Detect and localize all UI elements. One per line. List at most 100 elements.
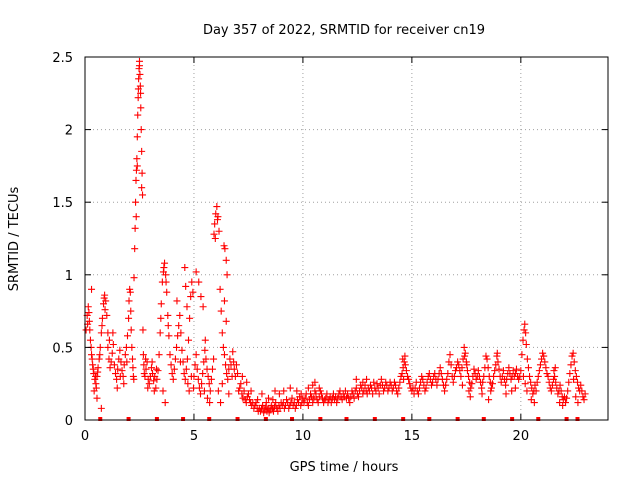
data-point bbox=[167, 361, 175, 369]
data-point bbox=[373, 380, 381, 388]
data-point bbox=[225, 390, 233, 398]
data-point bbox=[110, 361, 118, 369]
data-point bbox=[96, 351, 104, 359]
data-point bbox=[193, 365, 201, 373]
data-point bbox=[334, 394, 342, 402]
baseline-marker bbox=[98, 417, 103, 421]
chart-title: Day 357 of 2022, SRMTID for receiver cn1… bbox=[203, 23, 485, 38]
data-point bbox=[133, 162, 141, 170]
baseline-marker bbox=[126, 417, 131, 421]
baseline-markers bbox=[98, 417, 580, 421]
data-point bbox=[127, 326, 135, 334]
data-point bbox=[359, 378, 367, 386]
data-point bbox=[422, 384, 430, 392]
data-point bbox=[502, 381, 510, 389]
data-point bbox=[414, 390, 422, 398]
data-point bbox=[130, 274, 138, 282]
data-point bbox=[542, 364, 550, 372]
data-point bbox=[184, 380, 192, 388]
data-point bbox=[142, 365, 150, 373]
data-point bbox=[400, 358, 408, 366]
data-point bbox=[433, 381, 441, 389]
data-point bbox=[155, 351, 163, 359]
data-point bbox=[487, 384, 495, 392]
data-point bbox=[493, 349, 501, 357]
data-point bbox=[201, 336, 209, 344]
data-point bbox=[95, 355, 103, 363]
data-point bbox=[168, 370, 176, 378]
data-point bbox=[185, 387, 193, 395]
data-point bbox=[455, 361, 463, 369]
x-tick-label: 5 bbox=[190, 429, 198, 444]
data-point bbox=[527, 396, 535, 404]
data-point bbox=[101, 306, 109, 314]
data-point bbox=[123, 358, 131, 366]
data-point bbox=[400, 375, 408, 383]
data-point bbox=[246, 396, 254, 404]
data-point bbox=[520, 326, 528, 334]
data-point bbox=[494, 358, 502, 366]
data-point bbox=[201, 346, 209, 354]
baseline-marker bbox=[427, 417, 432, 421]
baseline-marker bbox=[207, 417, 212, 421]
data-point bbox=[105, 336, 113, 344]
data-point bbox=[370, 378, 378, 386]
data-point bbox=[562, 399, 570, 407]
data-point bbox=[460, 343, 468, 351]
data-point bbox=[377, 375, 385, 383]
data-point bbox=[563, 394, 571, 402]
data-point bbox=[557, 387, 565, 395]
y-tick-labels: 0 0.5 1 1.5 2 2.5 bbox=[52, 51, 73, 429]
data-point bbox=[346, 399, 354, 407]
y-tick-label: 1.5 bbox=[52, 196, 73, 211]
data-point bbox=[206, 387, 214, 395]
data-point bbox=[461, 352, 469, 360]
data-point bbox=[497, 378, 505, 386]
data-point bbox=[134, 85, 142, 93]
data-point bbox=[467, 384, 475, 392]
data-point bbox=[133, 133, 141, 141]
data-point bbox=[311, 378, 319, 386]
data-point bbox=[499, 367, 507, 375]
data-point bbox=[217, 399, 225, 407]
data-point bbox=[406, 380, 414, 388]
data-point bbox=[450, 372, 458, 380]
data-point bbox=[112, 370, 120, 378]
data-point bbox=[436, 364, 444, 372]
data-point bbox=[551, 364, 559, 372]
data-point bbox=[152, 365, 160, 373]
data-points bbox=[82, 57, 589, 417]
data-point bbox=[199, 370, 207, 378]
baseline-marker bbox=[290, 417, 295, 421]
data-point bbox=[136, 70, 144, 78]
data-point bbox=[286, 384, 294, 392]
data-point bbox=[526, 372, 534, 380]
data-point bbox=[129, 364, 137, 372]
data-point bbox=[482, 352, 490, 360]
data-point bbox=[173, 297, 181, 305]
data-point bbox=[188, 278, 196, 286]
baseline-marker bbox=[455, 417, 460, 421]
data-point bbox=[418, 372, 426, 380]
data-point bbox=[556, 399, 564, 407]
data-point bbox=[192, 268, 200, 276]
baseline-marker bbox=[481, 417, 486, 421]
data-point bbox=[262, 399, 270, 407]
data-point bbox=[437, 370, 445, 378]
data-point bbox=[527, 378, 535, 386]
y-tick-label: 0.5 bbox=[52, 341, 73, 356]
data-point bbox=[398, 370, 406, 378]
data-point bbox=[216, 285, 224, 293]
data-point bbox=[181, 375, 189, 383]
data-point bbox=[507, 375, 515, 383]
baseline-marker bbox=[510, 417, 515, 421]
data-point bbox=[512, 365, 520, 373]
data-point bbox=[206, 399, 214, 407]
data-point bbox=[401, 361, 409, 369]
data-point bbox=[352, 375, 360, 383]
data-point bbox=[444, 370, 452, 378]
data-point bbox=[574, 399, 582, 407]
data-point bbox=[176, 358, 184, 366]
data-point bbox=[147, 364, 155, 372]
